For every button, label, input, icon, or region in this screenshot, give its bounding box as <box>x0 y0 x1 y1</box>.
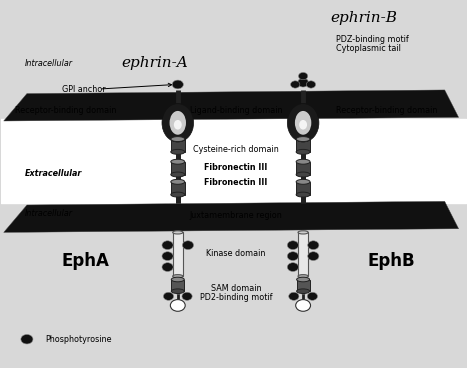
Text: PDZ-binding motif: PDZ-binding motif <box>336 35 408 44</box>
Polygon shape <box>4 90 459 121</box>
Ellipse shape <box>171 179 185 184</box>
Text: Extracellular: Extracellular <box>25 169 82 177</box>
Circle shape <box>307 292 318 300</box>
Bar <box>298 232 308 276</box>
Ellipse shape <box>296 179 310 184</box>
Ellipse shape <box>171 192 185 197</box>
Text: Cytoplasmic tail: Cytoplasmic tail <box>336 45 401 53</box>
Text: Juxtamembrane region: Juxtamembrane region <box>190 210 282 220</box>
Circle shape <box>183 241 193 250</box>
Bar <box>296 182 310 195</box>
Circle shape <box>162 252 173 261</box>
Bar <box>296 139 310 152</box>
Ellipse shape <box>296 172 310 177</box>
Text: Kinase domain: Kinase domain <box>206 249 266 258</box>
Circle shape <box>298 72 308 80</box>
Circle shape <box>172 80 184 89</box>
Ellipse shape <box>162 104 193 142</box>
Text: Cysteine-rich domain: Cysteine-rich domain <box>193 145 279 154</box>
Circle shape <box>182 292 192 300</box>
Text: Fibronectin III: Fibronectin III <box>204 163 268 172</box>
Text: Phosphotyrosine: Phosphotyrosine <box>45 335 112 344</box>
Ellipse shape <box>171 277 184 282</box>
Ellipse shape <box>174 120 182 130</box>
Ellipse shape <box>173 275 183 278</box>
Bar <box>171 182 185 195</box>
Text: Receptor-binding domain: Receptor-binding domain <box>15 106 117 116</box>
Text: EphA: EphA <box>61 252 109 270</box>
Bar <box>171 139 185 152</box>
Bar <box>297 280 310 291</box>
Text: SAM domain: SAM domain <box>211 284 261 293</box>
Circle shape <box>163 292 174 300</box>
Ellipse shape <box>296 137 310 142</box>
Bar <box>296 162 310 174</box>
Circle shape <box>287 252 298 261</box>
Ellipse shape <box>171 159 185 164</box>
Circle shape <box>308 241 319 250</box>
Ellipse shape <box>287 104 319 142</box>
Circle shape <box>308 252 319 261</box>
Text: Intracellular: Intracellular <box>25 209 72 218</box>
Circle shape <box>297 78 309 87</box>
Text: Fibronectin III: Fibronectin III <box>204 178 268 187</box>
Ellipse shape <box>299 120 307 130</box>
Circle shape <box>289 292 299 300</box>
Text: Ligand-binding domain: Ligand-binding domain <box>190 106 282 116</box>
Circle shape <box>162 241 173 250</box>
Bar <box>171 162 185 174</box>
Polygon shape <box>4 201 459 232</box>
Ellipse shape <box>295 111 311 135</box>
Ellipse shape <box>298 275 308 278</box>
Text: PD2-binding motif: PD2-binding motif <box>199 293 272 302</box>
Circle shape <box>170 300 185 311</box>
Bar <box>173 232 183 276</box>
Ellipse shape <box>171 289 184 294</box>
Text: GPI anchor: GPI anchor <box>62 85 106 93</box>
Circle shape <box>287 241 298 250</box>
Text: Intracellular: Intracellular <box>25 59 72 68</box>
Text: EphB: EphB <box>368 252 415 270</box>
Circle shape <box>296 300 311 311</box>
Circle shape <box>306 81 316 88</box>
Ellipse shape <box>297 289 310 294</box>
Text: ephrin-B: ephrin-B <box>330 11 397 25</box>
Text: ephrin-A: ephrin-A <box>121 56 188 71</box>
Bar <box>171 280 184 291</box>
Ellipse shape <box>297 277 310 282</box>
Ellipse shape <box>298 231 308 234</box>
Circle shape <box>162 263 173 272</box>
Circle shape <box>287 263 298 272</box>
Ellipse shape <box>171 149 185 154</box>
Ellipse shape <box>296 192 310 197</box>
Ellipse shape <box>296 159 310 164</box>
Ellipse shape <box>170 111 186 135</box>
Circle shape <box>21 335 33 344</box>
Circle shape <box>290 81 300 88</box>
Ellipse shape <box>296 149 310 154</box>
Ellipse shape <box>173 231 183 234</box>
Ellipse shape <box>171 137 185 142</box>
Ellipse shape <box>171 172 185 177</box>
Text: Receptor-binding domain: Receptor-binding domain <box>336 106 437 116</box>
